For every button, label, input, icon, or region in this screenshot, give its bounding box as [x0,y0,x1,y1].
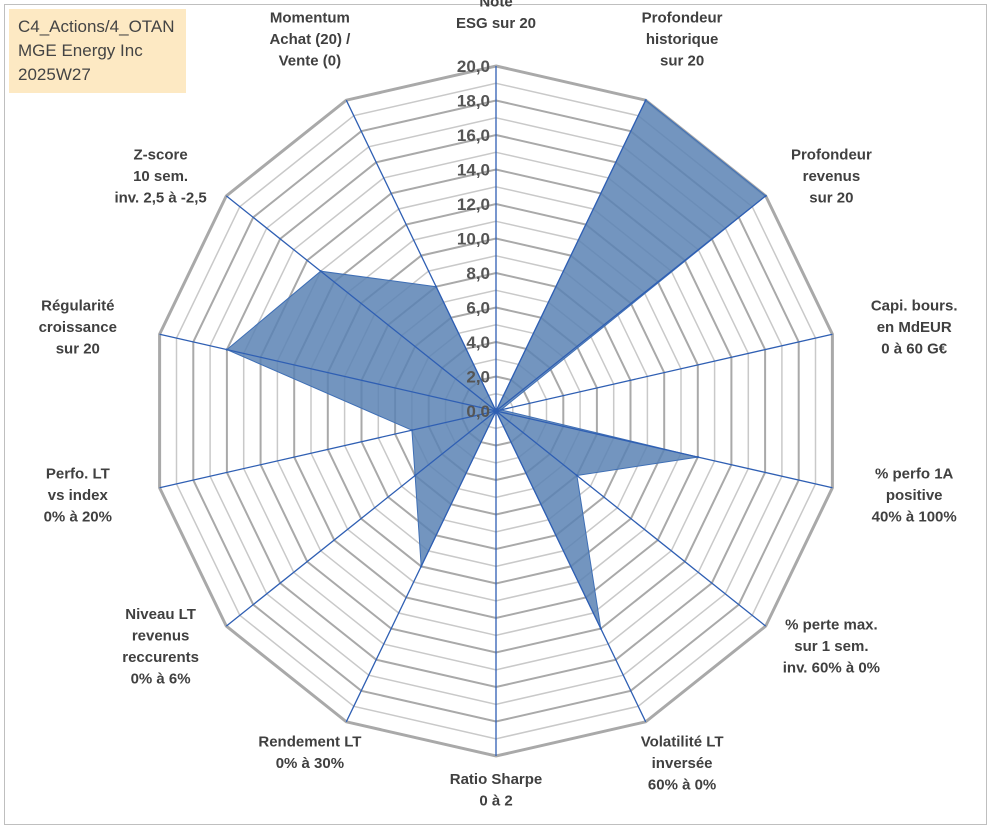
radial-tick-label: 10,0 [457,230,490,249]
radar-spokes [159,66,833,756]
radial-tick-label: 18,0 [457,92,490,111]
radial-tick-label: 16,0 [457,126,490,145]
radar-spoke [225,195,497,412]
axis-label: Momentum Achat (20) / Vente (0) [269,9,351,69]
axis-label: % perfo 1A positive 40% à 100% [872,465,957,525]
radar-spoke [495,410,647,723]
axis-label: Ratio Sharpe 0 à 2 [450,771,543,810]
axis-label: Z-score 10 sem. inv. 2,5 à -2,5 [114,146,206,206]
radar-spoke [159,410,497,489]
radar-spoke [495,410,767,627]
info-line-category: C4_Actions/4_OTAN [18,17,175,36]
axis-label: Profondeur revenus sur 20 [791,146,872,206]
axis-label: Rendement LT 0% à 30% [258,734,361,773]
radar-spoke [495,410,833,489]
axis-label: Régularité croissance sur 20 [39,298,117,358]
radial-tick-label: 12,0 [457,195,490,214]
radial-tick-label: 20,0 [457,57,490,76]
info-box: C4_Actions/4_OTAN MGE Energy Inc 2025W27 [9,9,186,93]
radial-tick-label: 2,0 [466,368,490,387]
radial-tick-label: 0,0 [466,402,490,421]
axis-label: Profondeur historique sur 20 [642,9,723,69]
radial-tick-label: 6,0 [466,299,490,318]
radar-spoke [495,99,647,412]
radar-spoke [225,410,497,627]
radar-spoke [495,195,767,412]
radial-tick-label: 14,0 [457,161,490,180]
axis-label: % perte max. sur 1 sem. inv. 60% à 0% [783,617,880,677]
radar-spoke [495,333,833,412]
info-line-week: 2025W27 [18,65,91,84]
axis-label: Niveau LT revenus reccurents 0% à 6% [122,606,199,688]
radar-spoke [345,410,497,723]
radial-tick-label: 8,0 [466,264,490,283]
axis-label: Volatilité LT inversée 60% à 0% [641,734,724,794]
axis-label: Perfo. LT vs index 0% à 20% [44,465,112,525]
radar-spoke [159,333,497,412]
radar-spoke [345,99,497,412]
radial-tick-label: 4,0 [466,333,490,352]
axis-label: Capi. bours. en MdEUR 0 à 60 G€ [871,298,958,358]
info-line-company: MGE Energy Inc [18,41,143,60]
axis-label: Note ESG sur 20 [456,0,536,32]
